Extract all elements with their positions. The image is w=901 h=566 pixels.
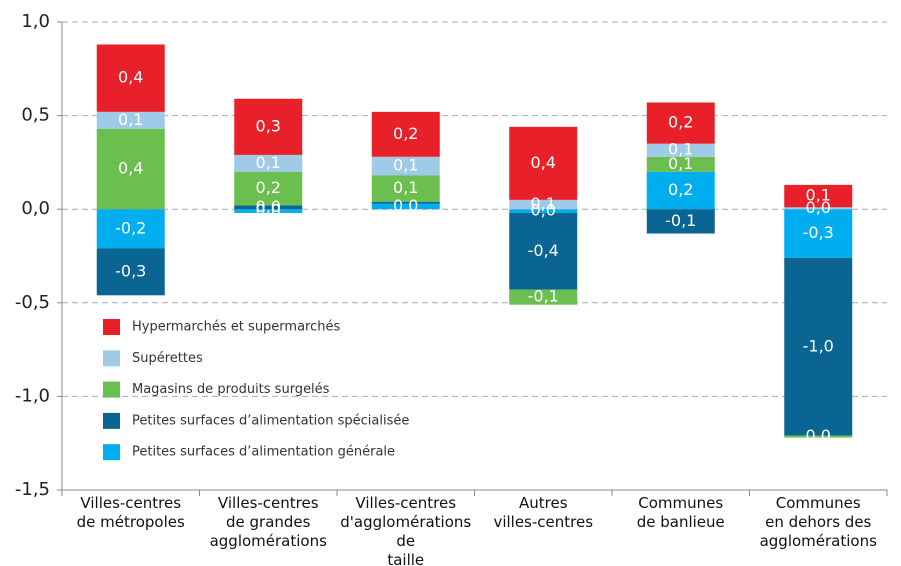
bar-segment <box>646 143 715 157</box>
value-label: -0,4 <box>528 241 559 260</box>
value-label: 0,1 <box>668 140 693 159</box>
y-tick-label: 1,0 <box>21 11 50 32</box>
bar-segment <box>234 154 303 172</box>
bar-segment <box>784 184 853 208</box>
legend-label: Magasins de produits surgelés <box>132 382 330 397</box>
legend-swatch <box>103 350 120 367</box>
legend-label: Petites surfaces d’alimentation générale <box>132 445 395 460</box>
value-label: 0,2 <box>668 180 693 199</box>
legend-label: Hypermarchés et supermarchés <box>132 320 340 335</box>
bar-segment <box>784 207 853 210</box>
bar-segment <box>646 156 715 172</box>
value-label: 0,0 <box>256 201 281 220</box>
bar-segment <box>509 209 578 213</box>
bar-segment <box>234 205 303 210</box>
legend-swatch <box>103 412 120 429</box>
bar-segment <box>371 201 440 204</box>
value-label: 0,1 <box>668 154 693 173</box>
x-tick-label: Villes-centres d'agglomérations de taill… <box>340 494 472 566</box>
value-label: 0,1 <box>806 186 831 205</box>
bar-segment <box>96 128 165 210</box>
value-label: 0,0 <box>806 198 831 217</box>
bar-segment <box>784 435 853 438</box>
value-label: 0,1 <box>393 156 418 175</box>
value-label: -0,3 <box>115 261 146 280</box>
x-tick-label: Autres villes-centres <box>493 494 594 531</box>
value-label: 0,4 <box>118 158 143 177</box>
value-label: 0,2 <box>256 178 281 197</box>
value-label: -0,3 <box>803 223 834 242</box>
value-label: 0,4 <box>531 153 556 172</box>
y-tick-label: -1,5 <box>15 479 50 500</box>
value-label: 0,1 <box>531 194 556 213</box>
bar-segment <box>234 209 303 213</box>
value-label: -0,1 <box>665 211 696 230</box>
value-label: 0,1 <box>118 110 143 129</box>
bar-segment <box>96 111 165 129</box>
bar-segment <box>784 209 853 258</box>
value-label: 0,0 <box>393 196 418 215</box>
legend-label: Petites surfaces d’alimentation spéciali… <box>132 413 409 428</box>
bar-segment <box>371 156 440 176</box>
bar-segment <box>371 175 440 202</box>
bar-segment <box>646 209 715 234</box>
legend-swatch <box>103 319 120 335</box>
y-tick-label: 0,5 <box>21 105 50 126</box>
value-label: -1,0 <box>803 336 834 355</box>
bar-segment <box>646 102 715 144</box>
bar-segment <box>96 209 165 249</box>
bar-segment <box>234 98 303 155</box>
value-label: -0,1 <box>528 287 559 306</box>
value-label: 0,3 <box>256 116 281 135</box>
bar-segment <box>509 212 578 290</box>
value-label: 0,0 <box>531 201 556 220</box>
bar-segment <box>784 257 853 436</box>
value-label: 0,2 <box>393 124 418 143</box>
y-tick-label: 0,0 <box>21 198 50 219</box>
value-label: -0,2 <box>115 218 146 237</box>
bar-segment <box>234 171 303 206</box>
bar-segment <box>96 248 165 296</box>
x-tick-label: Villes-centres de grandes agglomérations <box>209 494 327 550</box>
bar-segment <box>509 199 578 210</box>
value-label: 0,0 <box>256 197 281 216</box>
bar-segment <box>509 289 578 305</box>
value-label: 0,0 <box>806 426 831 445</box>
legend-label: Supérettes <box>132 351 203 366</box>
bar-segment <box>509 126 578 200</box>
value-label: 0,1 <box>256 153 281 172</box>
x-tick-label: Villes-centres de métropoles <box>76 494 185 531</box>
y-tick-label: -1,0 <box>15 385 50 406</box>
x-tick-label: Communes en dehors des agglomérations <box>759 494 877 550</box>
value-label: 0,1 <box>393 178 418 197</box>
bar-segment <box>371 111 440 157</box>
legend-swatch <box>103 381 120 398</box>
x-tick-label: Communes de banlieue <box>636 494 725 531</box>
bar-segment <box>96 44 165 112</box>
legend-swatch <box>103 444 120 461</box>
bar-segment <box>646 171 715 210</box>
y-tick-label: -0,5 <box>15 292 50 313</box>
value-label: 0,4 <box>118 68 143 87</box>
bar-segment <box>371 203 440 210</box>
value-label: 0,2 <box>668 113 693 132</box>
